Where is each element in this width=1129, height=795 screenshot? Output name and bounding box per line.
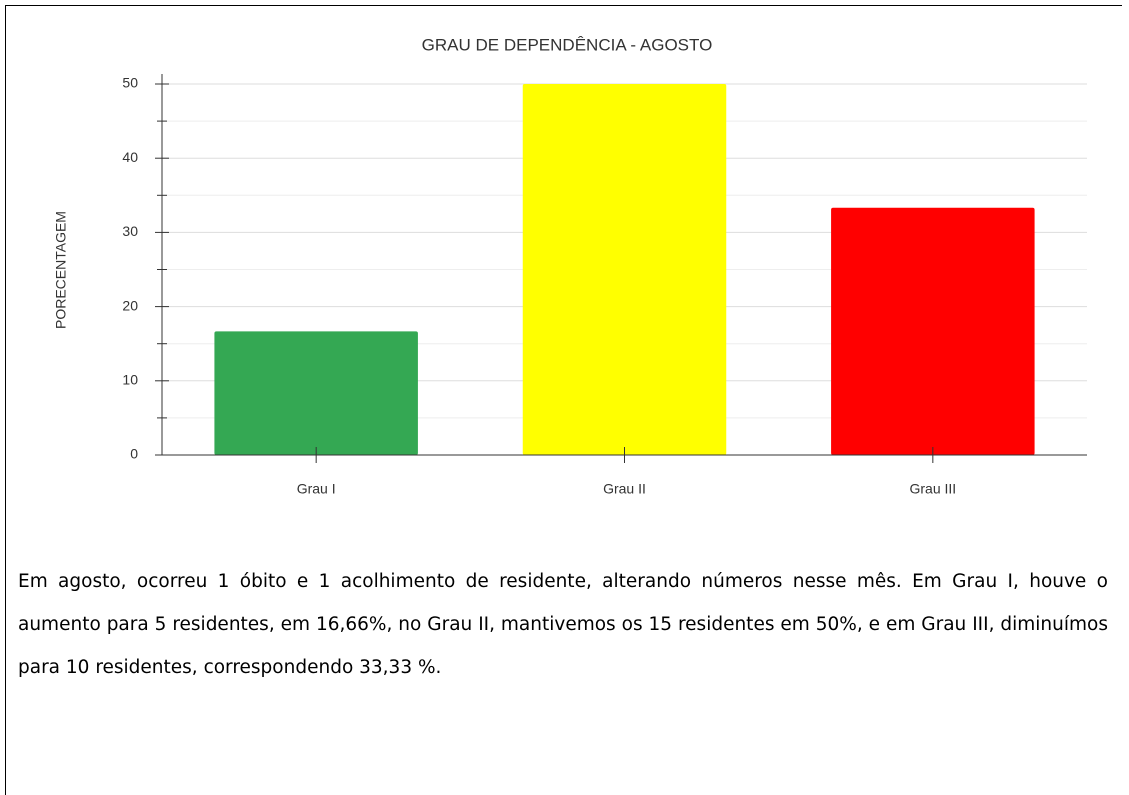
chart-title: GRAU DE DEPENDÊNCIA - AGOSTO — [422, 35, 713, 54]
y-tick-label: 20 — [122, 297, 138, 313]
paragraph: Em agosto, ocorreu 1 óbito e 1 acolhimen… — [18, 571, 1108, 678]
y-tick-label: 0 — [130, 446, 138, 462]
frame — [5, 5, 1122, 795]
y-tick-label: 50 — [122, 75, 138, 91]
y-axis-label: PORECENTAGEM — [53, 211, 69, 329]
bar — [522, 84, 727, 455]
x-tick-label: Grau III — [909, 481, 956, 497]
y-tick-label: 40 — [122, 149, 138, 165]
bar — [831, 207, 1035, 455]
y-tick-label: 30 — [122, 223, 138, 239]
x-tick-label: Grau I — [297, 481, 336, 497]
x-tick-label: Grau II — [603, 481, 646, 497]
chart: GRAU DE DEPENDÊNCIA - AGOSTO PORECENTAGE… — [53, 35, 1087, 497]
bar — [214, 331, 418, 455]
y-tick-label: 10 — [122, 372, 138, 388]
